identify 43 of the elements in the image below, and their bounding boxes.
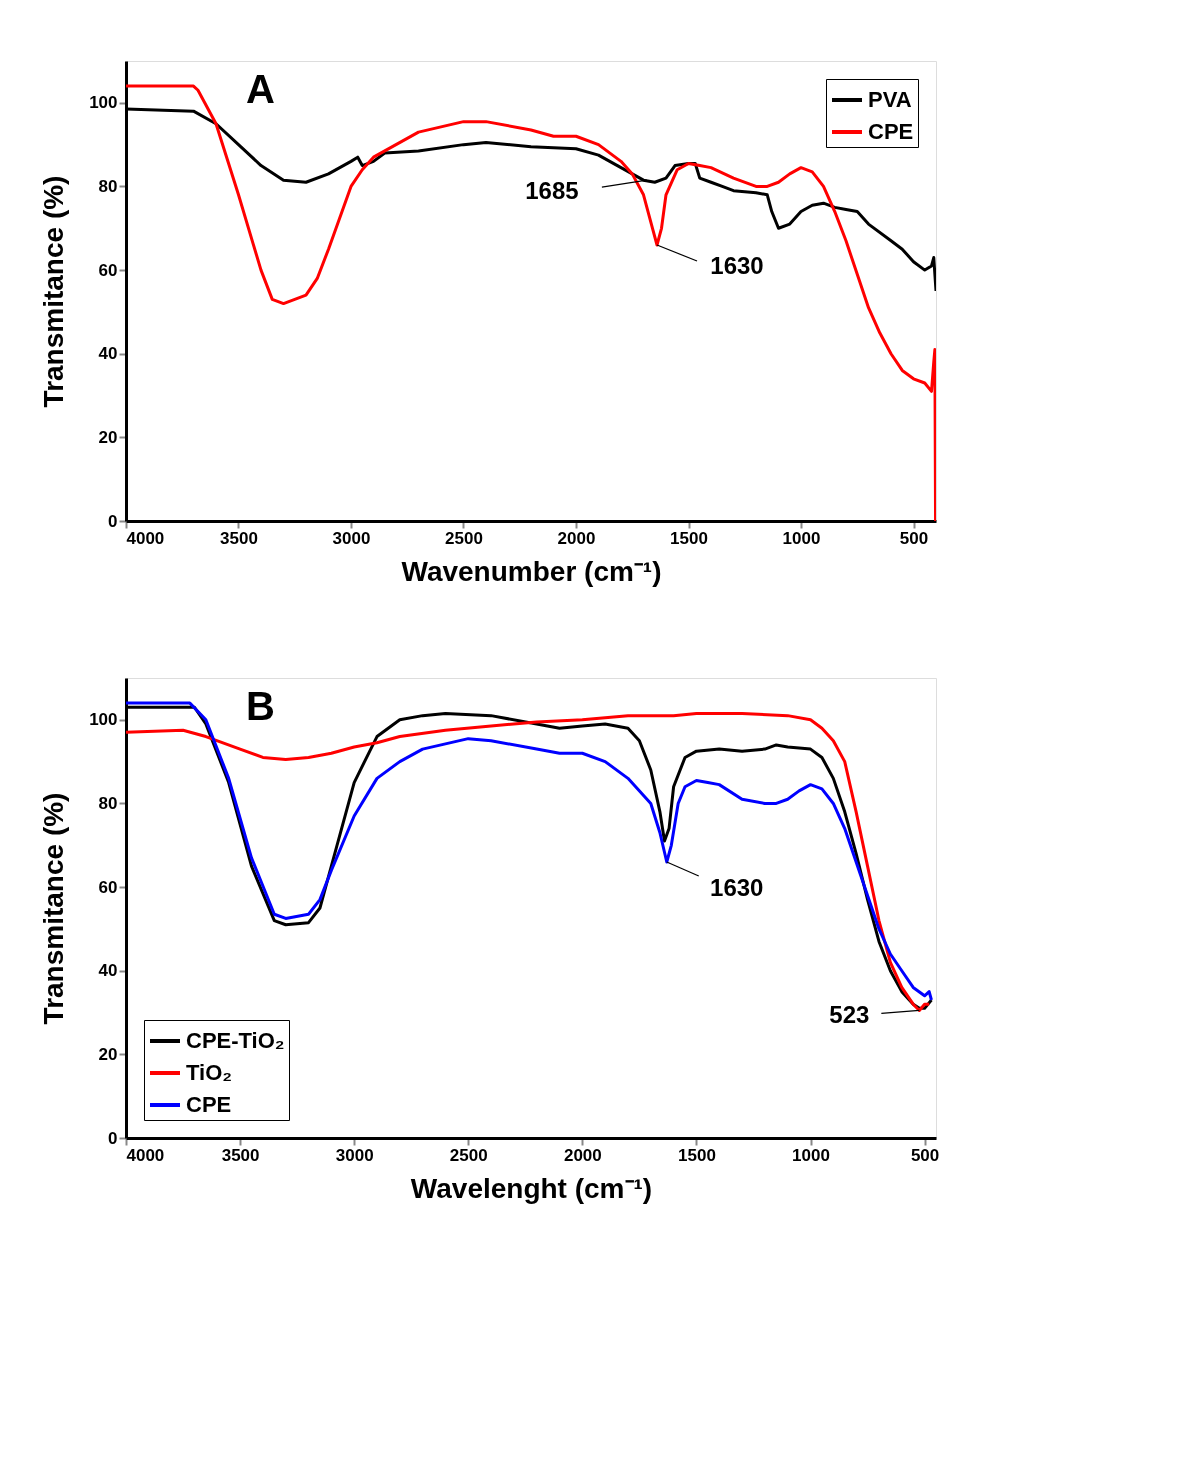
y-tick-label: 0: [108, 1128, 118, 1148]
x-tick-label: 3000: [335, 1145, 374, 1165]
annotation: 523: [829, 1001, 870, 1029]
y-tick-label: 80: [98, 176, 118, 196]
x-tick-label: 2000: [557, 528, 596, 548]
x-tick-label: 4000: [126, 528, 165, 548]
x-axis-title: Wavelenght (cm⁻¹): [410, 1172, 653, 1204]
y-tick-label: 20: [98, 427, 118, 447]
legend-label: CPE: [186, 1092, 232, 1117]
x-tick-label: 1000: [792, 1145, 830, 1165]
y-tick-label: 80: [98, 793, 118, 813]
legend-label: TiO₂: [186, 1060, 233, 1085]
legend-label: CPE-TiO₂: [186, 1028, 285, 1053]
annotation: 1685: [525, 177, 579, 205]
x-tick-label: 1000: [782, 528, 821, 548]
x-tick-label: 3500: [221, 1145, 260, 1165]
x-tick-label: 2500: [449, 1145, 488, 1165]
y-tick-label: 40: [98, 344, 118, 364]
y-tick-label: 60: [98, 260, 118, 280]
annotation: 1630: [710, 252, 764, 279]
annotation: A: [246, 67, 275, 111]
legend-label: PVA: [868, 87, 912, 112]
y-tick-label: 0: [108, 511, 118, 531]
y-axis-title: Transmitance (%): [38, 175, 70, 408]
x-tick-label: 1500: [678, 1145, 716, 1165]
legend-label: CPE: [868, 119, 914, 144]
y-tick-label: 60: [98, 877, 118, 897]
annotation: 1630: [710, 874, 764, 901]
y-tick-label: 20: [98, 1044, 118, 1064]
x-tick-label: 3000: [332, 528, 371, 548]
x-tick-label: 500: [910, 1145, 940, 1165]
y-tick-label: 100: [89, 93, 118, 113]
x-tick-label: 2000: [563, 1145, 602, 1165]
y-tick-label: 100: [89, 710, 118, 730]
y-tick-label: 40: [98, 961, 118, 981]
y-axis-title: Transmitance (%): [38, 792, 70, 1025]
x-tick-label: 1500: [670, 528, 708, 548]
x-axis-title: Wavenumber (cm⁻¹): [401, 555, 662, 587]
x-tick-label: 3500: [220, 528, 258, 548]
x-tick-label: 4000: [126, 1145, 165, 1165]
x-tick-label: 2500: [445, 528, 483, 548]
x-tick-label: 500: [899, 528, 929, 548]
annotation: B: [246, 684, 275, 728]
